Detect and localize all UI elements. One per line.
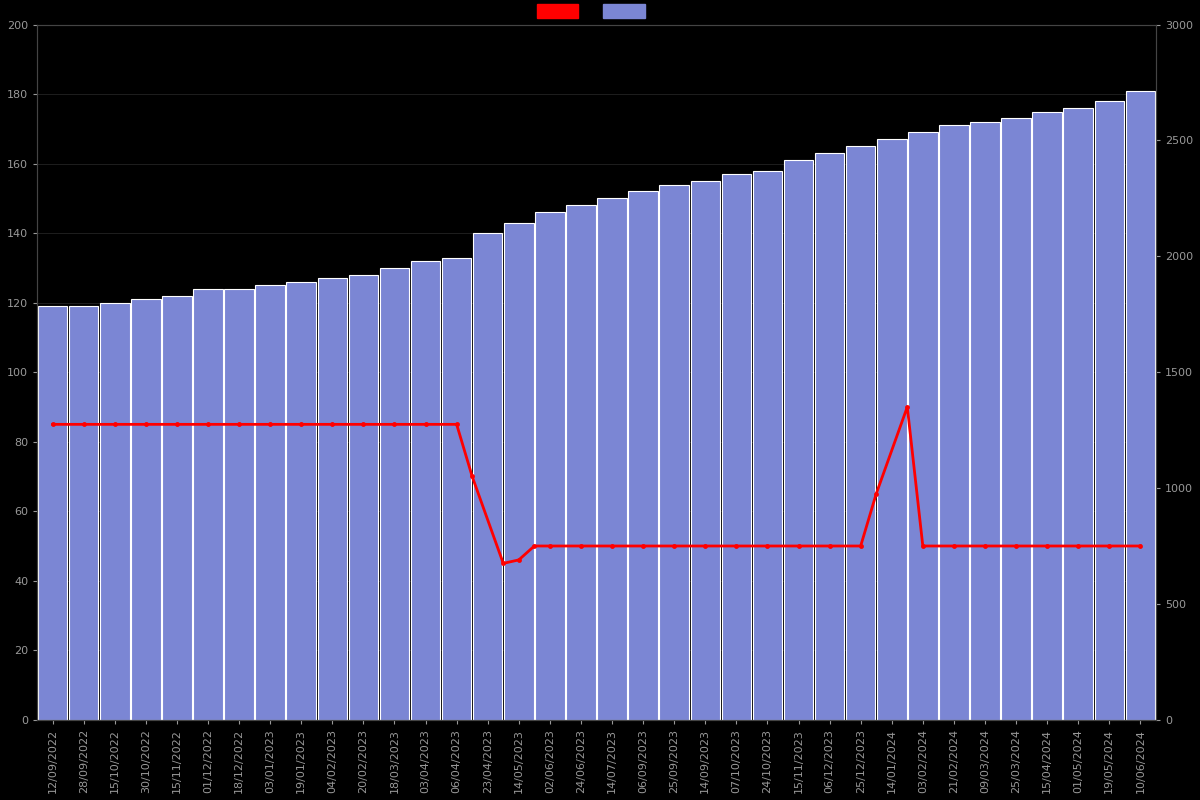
Bar: [473, 233, 503, 720]
Bar: [193, 289, 223, 720]
Bar: [752, 170, 782, 720]
Bar: [1001, 118, 1031, 720]
Bar: [908, 132, 937, 720]
Bar: [379, 268, 409, 720]
Bar: [1126, 90, 1156, 720]
Bar: [162, 296, 192, 720]
Bar: [1032, 111, 1062, 720]
Bar: [287, 282, 316, 720]
Bar: [971, 122, 1000, 720]
Bar: [535, 212, 565, 720]
Bar: [224, 289, 254, 720]
Bar: [660, 185, 689, 720]
Bar: [690, 181, 720, 720]
Bar: [410, 261, 440, 720]
Bar: [629, 191, 658, 720]
Bar: [846, 146, 876, 720]
Bar: [566, 206, 595, 720]
Bar: [38, 306, 67, 720]
Bar: [940, 126, 968, 720]
Bar: [100, 302, 130, 720]
Bar: [68, 306, 98, 720]
Bar: [815, 154, 845, 720]
Bar: [1094, 101, 1124, 720]
Bar: [721, 174, 751, 720]
Bar: [1063, 108, 1093, 720]
Bar: [318, 278, 347, 720]
Bar: [877, 139, 906, 720]
Bar: [349, 275, 378, 720]
Bar: [131, 299, 161, 720]
Bar: [442, 258, 472, 720]
Bar: [784, 160, 814, 720]
Bar: [256, 286, 284, 720]
Bar: [598, 198, 626, 720]
Legend: , : ,: [536, 4, 656, 18]
Bar: [504, 222, 534, 720]
